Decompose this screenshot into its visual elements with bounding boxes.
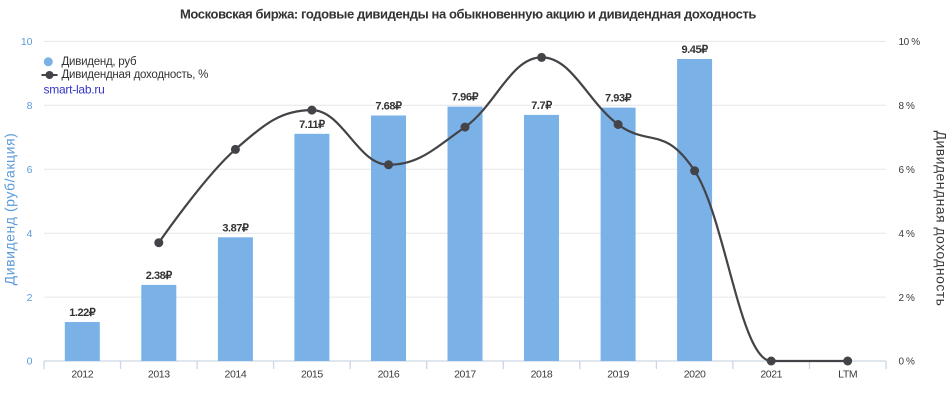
svg-text:8: 8 bbox=[27, 100, 33, 112]
svg-text:smart-lab.ru: smart-lab.ru bbox=[44, 83, 105, 97]
svg-text:7.96₽: 7.96₽ bbox=[452, 92, 479, 104]
svg-text:2016: 2016 bbox=[378, 369, 400, 381]
svg-text:7.7₽: 7.7₽ bbox=[531, 100, 552, 112]
svg-text:LTM: LTM bbox=[838, 369, 857, 381]
svg-text:10: 10 bbox=[21, 36, 33, 48]
svg-text:2: 2 bbox=[27, 292, 33, 304]
svg-text:Дивидендная доходность, %: Дивидендная доходность, % bbox=[62, 69, 209, 81]
svg-text:0 %: 0 % bbox=[899, 357, 916, 368]
svg-text:9.45₽: 9.45₽ bbox=[682, 44, 709, 56]
svg-text:8 %: 8 % bbox=[899, 101, 916, 112]
svg-text:2 %: 2 % bbox=[899, 293, 916, 304]
svg-text:6: 6 bbox=[27, 164, 33, 176]
svg-text:2.38₽: 2.38₽ bbox=[146, 270, 173, 282]
svg-text:2021: 2021 bbox=[760, 369, 782, 381]
svg-text:7.68₽: 7.68₽ bbox=[375, 101, 402, 113]
svg-text:2015: 2015 bbox=[301, 369, 323, 381]
svg-text:Московская биржа: годовые диви: Московская биржа: годовые дивиденды на о… bbox=[180, 7, 756, 22]
svg-text:0: 0 bbox=[27, 356, 33, 368]
svg-text:Дивидендная доходность: Дивидендная доходность bbox=[934, 131, 950, 307]
svg-text:Дивиденд (руб/акция): Дивиденд (руб/акция) bbox=[1, 133, 17, 286]
svg-text:2014: 2014 bbox=[225, 369, 247, 381]
svg-text:4 %: 4 % bbox=[899, 229, 916, 240]
svg-text:2018: 2018 bbox=[531, 369, 553, 381]
svg-text:2017: 2017 bbox=[454, 369, 476, 381]
svg-text:2020: 2020 bbox=[684, 369, 706, 381]
svg-text:1.22₽: 1.22₽ bbox=[69, 307, 96, 319]
svg-text:Дивиденд, руб: Дивиденд, руб bbox=[62, 56, 137, 68]
svg-text:3.87₽: 3.87₽ bbox=[222, 222, 249, 234]
svg-text:4: 4 bbox=[27, 228, 33, 240]
svg-text:6 %: 6 % bbox=[899, 165, 916, 176]
svg-text:2019: 2019 bbox=[607, 369, 629, 381]
svg-text:2013: 2013 bbox=[148, 369, 170, 381]
svg-text:7.93₽: 7.93₽ bbox=[605, 93, 632, 105]
svg-text:10 %: 10 % bbox=[899, 37, 921, 48]
svg-text:2012: 2012 bbox=[71, 369, 93, 381]
svg-text:7.11₽: 7.11₽ bbox=[299, 119, 325, 131]
